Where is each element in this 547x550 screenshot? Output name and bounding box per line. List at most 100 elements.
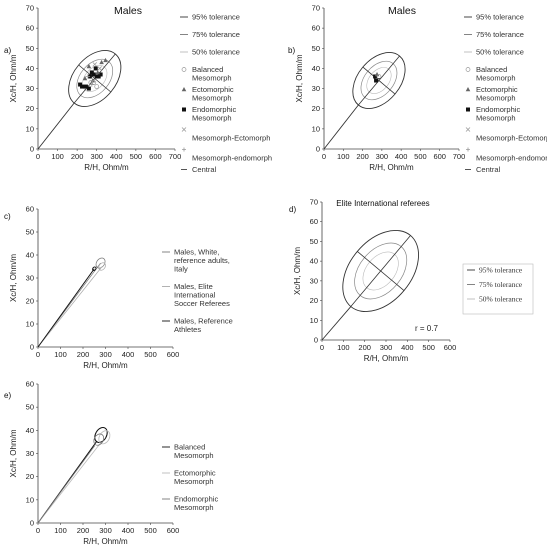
legend-marker <box>465 127 471 132</box>
legend-marker <box>465 67 471 72</box>
legend: 95% tolerance 75% tolerance 50% tolerance B… <box>180 13 272 174</box>
legend-label: Mesomorph-endomorph <box>192 154 272 163</box>
legend-label: Mesomorph <box>174 477 214 486</box>
y-tick-label: 10 <box>26 320 34 329</box>
legend-label: Italy <box>174 265 188 274</box>
x-axis-label: R/H, Ohm/m <box>369 163 414 172</box>
x-axis-label: R/H, Ohm/m <box>83 361 128 370</box>
legend-label: 75% tolerance <box>192 30 240 39</box>
x-tick-label: 300 <box>376 152 389 161</box>
x-tick-label: 0 <box>320 343 324 352</box>
y-axis-label: Xc/H, Ohm/m <box>9 54 18 102</box>
legend-label: Endomorphic <box>192 105 236 114</box>
y-tick-label: 70 <box>310 198 318 207</box>
x-tick-label: 200 <box>71 152 84 161</box>
x-tick-label: 0 <box>36 350 40 359</box>
legend-label: 95% tolerance <box>479 266 523 275</box>
legend-marker <box>182 107 186 112</box>
x-tick-label: 700 <box>453 152 466 161</box>
x-tick-label: 0 <box>322 152 326 161</box>
legend-label: Central <box>192 165 217 174</box>
legend-marker <box>181 87 187 92</box>
point-endomorphic-mesomorph <box>83 84 88 89</box>
legend: Males, White,reference adults,Italy Males… <box>162 248 233 334</box>
x-tick-label: 200 <box>358 343 371 352</box>
point-mesomorph-ectomorph <box>97 66 102 71</box>
ellipse-minor-axis <box>78 64 112 93</box>
y-tick-label: 20 <box>26 104 34 113</box>
point-mesomorph-ectomorph <box>92 62 98 67</box>
chart-panel-2: b) Males 0 100 200 300 400 500 600 700 0 10 20 30 40 50… <box>288 4 547 175</box>
x-tick-label: 100 <box>337 343 350 352</box>
x-axis-label: R/H, Ohm/m <box>364 354 409 363</box>
series-ellipse <box>93 433 105 446</box>
x-axis-label: R/H, Ohm/m <box>83 537 128 546</box>
x-tick-label: 500 <box>130 152 143 161</box>
y-axis-label: Xc/H, Ohm/m <box>293 247 302 295</box>
y-tick-label: 30 <box>26 84 34 93</box>
x-tick-label: 0 <box>36 526 40 535</box>
legend-label: 95% tolerance <box>192 13 240 22</box>
legend-label: 75% tolerance <box>479 280 523 289</box>
x-tick-label: 300 <box>99 526 112 535</box>
x-tick-label: 100 <box>337 152 350 161</box>
x-tick-label: 100 <box>54 350 67 359</box>
y-tick-label: 60 <box>26 380 34 389</box>
vector-line <box>37 268 95 348</box>
point-endomorphic-mesomorph <box>89 70 94 75</box>
point-ectomorphic-mesomorph <box>95 69 100 75</box>
x-tick-label: 100 <box>51 152 64 161</box>
point-endomorphic-mesomorph <box>373 74 378 79</box>
legend-label: Mesomorph <box>192 94 232 103</box>
y-tick-label: 50 <box>312 44 320 53</box>
x-tick-label: 300 <box>99 350 112 359</box>
legend: BalancedMesomorphEctomorphicMesomorphEnd… <box>162 443 218 512</box>
y-tick-label: 10 <box>26 495 34 504</box>
y-tick-label: 70 <box>26 4 34 13</box>
ellipse-minor-axis <box>357 251 405 291</box>
y-tick-label: 50 <box>26 44 34 53</box>
legend: 95% tolerance 75% tolerance 50% tolerance <box>462 263 534 315</box>
point-endomorphic-mesomorph <box>96 74 101 79</box>
y-tick-label: 40 <box>312 64 320 73</box>
y-tick-label: 20 <box>26 297 34 306</box>
point-balanced-mesomorph <box>94 84 100 89</box>
y-axis-label: Xc/H, Ohm/m <box>9 429 18 477</box>
x-tick-label: 500 <box>414 152 427 161</box>
legend-marker <box>181 127 187 132</box>
legend-label: 50% tolerance <box>479 295 523 304</box>
x-tick-label: 300 <box>90 152 103 161</box>
x-tick-label: 700 <box>169 152 182 161</box>
point-endomorphic-mesomorph <box>91 72 96 77</box>
series-ellipse <box>92 266 97 272</box>
x-axis-label: R/H, Ohm/m <box>84 163 129 172</box>
y-tick-label: 40 <box>310 257 318 266</box>
legend-marker <box>182 147 186 152</box>
point-endomorphic-mesomorph <box>86 86 91 91</box>
legend-marker <box>466 147 470 152</box>
legend-label: Mesomorph-Ectomorph <box>192 134 270 143</box>
legend-label: Athletes <box>174 325 201 334</box>
y-tick-label: 0 <box>30 145 34 154</box>
legend-label: 50% tolerance <box>192 48 240 57</box>
y-tick-label: 0 <box>30 519 34 528</box>
legend-label: Mesomorph <box>174 451 214 460</box>
y-tick-label: 60 <box>26 205 34 214</box>
point-endomorphic-mesomorph <box>93 66 98 71</box>
legend-label: reference adults, <box>174 256 230 265</box>
point-ectomorphic-mesomorph <box>90 78 96 83</box>
legend-label: Males, White, <box>174 248 219 257</box>
point-ectomorphic-mesomorph <box>82 76 88 81</box>
legend-label: 50% tolerance <box>476 48 524 57</box>
y-tick-label: 30 <box>26 449 34 458</box>
legend-marker <box>465 87 471 92</box>
y-tick-label: 0 <box>316 145 320 154</box>
point-ectomorphic-mesomorph <box>374 71 380 77</box>
legend-label: 75% tolerance <box>476 30 524 39</box>
x-tick-label: 500 <box>144 350 157 359</box>
legend-label: Mesomorph <box>476 114 516 123</box>
y-tick-label: 20 <box>310 296 318 305</box>
y-tick-label: 40 <box>26 251 34 260</box>
origin-vector-line <box>321 306 352 341</box>
series-ellipse <box>95 257 106 269</box>
